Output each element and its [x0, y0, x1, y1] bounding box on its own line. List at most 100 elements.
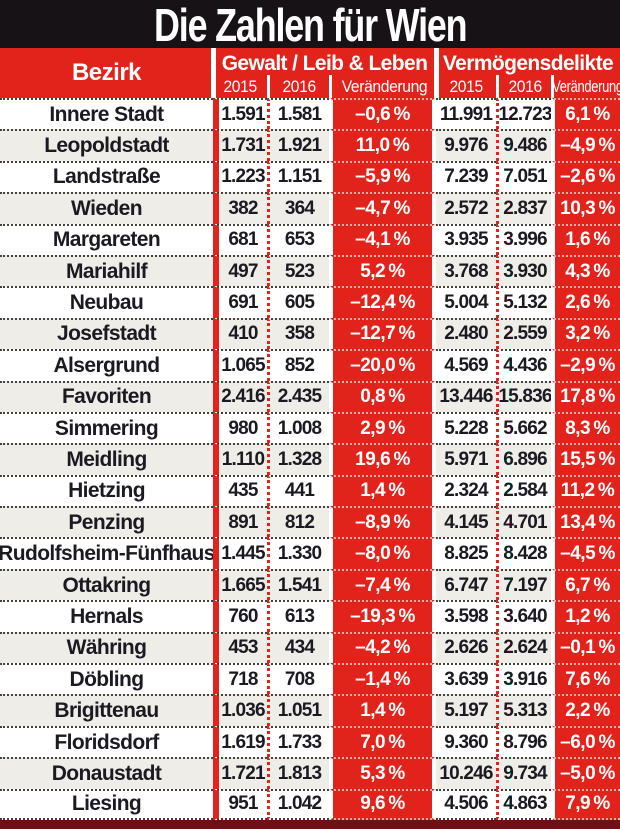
vermoegen-change-value: 1,2 %: [551, 600, 620, 632]
vermoegen-2015-value: 4.506: [436, 788, 496, 820]
vermoegen-change-value: –4,5 %: [551, 537, 620, 569]
vermoegen-change-value: 2,6 %: [551, 286, 620, 318]
gewalt-2015-value: 382: [213, 192, 267, 224]
gewalt-2016-value: 1.051: [267, 694, 329, 726]
gewalt-change-value: 5,2 %: [329, 254, 436, 287]
vermoegen-2016-value: 5.313: [496, 694, 551, 726]
gewalt-2015-value: 435: [213, 474, 267, 507]
vermoegen-2016-value: 7.051: [496, 160, 551, 193]
vermoegen-2016-value: 4.436: [496, 349, 551, 381]
district-name: Wieden: [0, 192, 213, 224]
header-gewalt-2016: 2016: [267, 75, 329, 98]
vermoegen-2016-value: 3.640: [496, 600, 551, 632]
table-row: Neubau 691 605 –12,4 % 5.004 5.132 2,6 %: [0, 286, 620, 318]
district-name: Brigittenau: [0, 694, 213, 726]
vermoegen-2016-value: 7.197: [496, 568, 551, 601]
header-vermoegen-veraenderung: Veränderung: [551, 75, 620, 98]
gewalt-2015-value: 951: [213, 788, 267, 820]
vermoegen-change-value: –2,6 %: [551, 160, 620, 193]
table-row: Landstraße 1.223 1.151 –5,9 % 7.239 7.05…: [0, 160, 620, 193]
vermoegen-2016-value: 8.796: [496, 725, 551, 758]
vermoegen-2015-value: 9.360: [436, 725, 496, 758]
vermoegen-change-value: 1,6 %: [551, 223, 620, 255]
vermoegen-2015-value: 5.197: [436, 694, 496, 726]
vermoegen-change-value: –4,9 %: [551, 129, 620, 161]
vermoegen-2016-value: 3.996: [496, 223, 551, 255]
gewalt-2016-value: 605: [267, 286, 329, 318]
gewalt-2015-value: 410: [213, 317, 267, 350]
gewalt-2015-value: 718: [213, 663, 267, 695]
table-header: Bezirk Gewalt / Leib & Leben Vermögensde…: [0, 48, 620, 98]
table-row: Döbling 718 708 –1,4 % 3.639 3.916 7,6 %: [0, 663, 620, 695]
vermoegen-2015-value: 5.971: [436, 443, 496, 475]
district-name: Innere Stadt: [0, 98, 213, 130]
title-bar: Die Zahlen für Wien: [0, 0, 620, 48]
district-name: Ottakring: [0, 568, 213, 601]
gewalt-2016-value: 2.435: [267, 380, 329, 412]
gewalt-2015-value: 1.665: [213, 568, 267, 601]
table-row: Ottakring 1.665 1.541 –7,4 % 6.747 7.197…: [0, 568, 620, 601]
gewalt-2015-value: 891: [213, 506, 267, 538]
gewalt-2015-value: 1.721: [213, 757, 267, 789]
gewalt-change-value: –1,4 %: [329, 663, 436, 695]
header-gewalt-veraenderung: Veränderung: [329, 75, 436, 98]
gewalt-2015-value: 1.036: [213, 694, 267, 726]
header-group-gewalt: Gewalt / Leib & Leben: [221, 52, 428, 75]
gewalt-change-value: –8,0 %: [329, 537, 436, 569]
gewalt-change-value: –0,6 %: [329, 98, 436, 130]
vermoegen-2015-value: 2.324: [436, 474, 496, 507]
table-row: Hietzing 435 441 1,4 % 2.324 2.584 11,2 …: [0, 474, 620, 507]
vermoegen-2015-value: 10.246: [436, 757, 496, 789]
vermoegen-2016-value: 2.837: [496, 192, 551, 224]
district-name: Margareten: [0, 223, 213, 255]
gewalt-change-value: 9,6 %: [329, 788, 436, 820]
vermoegen-change-value: 10,3 %: [551, 192, 620, 224]
district-name: Mariahilf: [0, 254, 213, 287]
district-name: Simmering: [0, 411, 213, 444]
gewalt-2016-value: 1.042: [267, 788, 329, 820]
vermoegen-2016-value: 5.132: [496, 286, 551, 318]
vermoegen-2015-value: 2.626: [436, 631, 496, 664]
gewalt-2015-value: 980: [213, 411, 267, 444]
vermoegen-2016-value: 2.584: [496, 474, 551, 507]
gewalt-2016-value: 1.328: [267, 443, 329, 475]
district-name: Favoriten: [0, 380, 213, 412]
gewalt-change-value: 0,8 %: [329, 380, 436, 412]
vermoegen-change-value: –5,0 %: [551, 757, 620, 789]
gewalt-2016-value: 1.581: [267, 98, 329, 130]
table-row: Margareten 681 653 –4,1 % 3.935 3.996 1,…: [0, 223, 620, 255]
gewalt-2015-value: 1.591: [213, 98, 267, 130]
gewalt-2015-value: 2.416: [213, 380, 267, 412]
table-body: Innere Stadt 1.591 1.581 –0,6 % 11.991 1…: [0, 98, 620, 820]
gewalt-2015-value: 1.445: [213, 537, 267, 569]
gewalt-2015-value: 1.065: [213, 349, 267, 381]
gewalt-change-value: 5,3 %: [329, 757, 436, 789]
vermoegen-change-value: 17,8 %: [551, 380, 620, 412]
district-name: Meidling: [0, 443, 213, 475]
bottom-bar: [0, 820, 620, 829]
vermoegen-2016-value: 15.836: [496, 380, 551, 412]
vermoegen-change-value: 8,3 %: [551, 411, 620, 444]
gewalt-2016-value: 613: [267, 600, 329, 632]
table-row: Rudolfsheim-Fünfhaus 1.445 1.330 –8,0 % …: [0, 537, 620, 569]
gewalt-change-value: 1,4 %: [329, 694, 436, 726]
gewalt-change-value: –8,9 %: [329, 506, 436, 538]
gewalt-2015-value: 453: [213, 631, 267, 664]
gewalt-2016-value: 1.921: [267, 129, 329, 161]
vermoegen-2015-value: 6.747: [436, 568, 496, 601]
vermoegen-2015-value: 7.239: [436, 160, 496, 193]
gewalt-change-value: –4,7 %: [329, 192, 436, 224]
district-name: Josefstadt: [0, 317, 213, 350]
table-row: Alsergrund 1.065 852 –20,0 % 4.569 4.436…: [0, 349, 620, 381]
vermoegen-2015-value: 5.228: [436, 411, 496, 444]
gewalt-2016-value: 1.008: [267, 411, 329, 444]
gewalt-change-value: –4,2 %: [329, 631, 436, 664]
vermoegen-change-value: –6,0 %: [551, 725, 620, 758]
district-name: Hernals: [0, 600, 213, 632]
gewalt-2016-value: 1.813: [267, 757, 329, 789]
vermoegen-2015-value: 4.569: [436, 349, 496, 381]
header-group-vermoegen: Vermögensdelikte: [442, 52, 614, 75]
district-name: Donaustadt: [0, 757, 213, 789]
gewalt-2015-value: 1.223: [213, 160, 267, 193]
vermoegen-change-value: 13,4 %: [551, 506, 620, 538]
